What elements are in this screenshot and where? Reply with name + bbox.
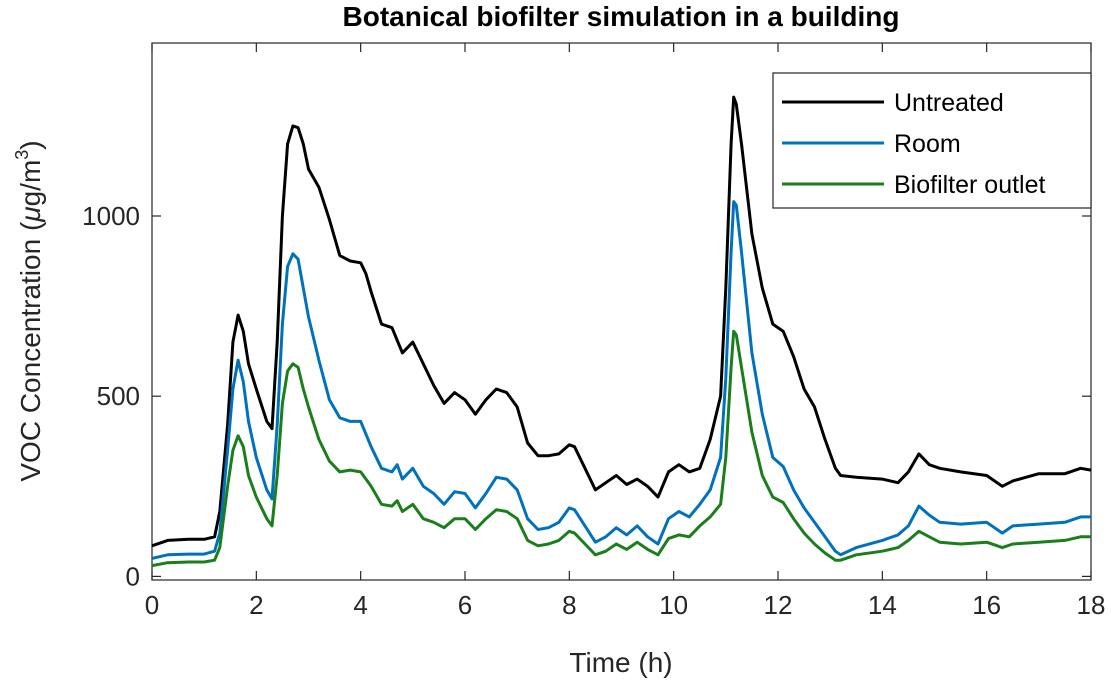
chart-title: Botanical biofilter simulation in a buil… [343, 1, 900, 32]
y-axis-label: VOC Concentration (μg/m3) [12, 140, 46, 481]
x-tick-label: 8 [562, 590, 576, 620]
legend-label-1: Room [894, 130, 961, 158]
x-tick-label: 12 [764, 590, 793, 620]
x-tick-label: 6 [458, 590, 472, 620]
series-line-0 [151, 95, 1092, 548]
series-line-2 [151, 329, 1091, 568]
y-tick-label: 1000 [82, 201, 140, 231]
legend: Untreated Room Biofilter outlet [772, 72, 1092, 209]
legend-label-0: Untreated [894, 89, 1004, 117]
y-tick-label: 0 [126, 561, 140, 591]
x-tick-label: 16 [972, 590, 1001, 620]
x-tick-label: 18 [1077, 590, 1106, 620]
x-tick-label: 2 [249, 590, 263, 620]
x-axis-label: Time (h) [569, 647, 672, 678]
x-tick-label: 14 [868, 590, 897, 620]
series-lines [151, 95, 1092, 568]
series-line-1 [151, 200, 1091, 560]
y-tick-label: 500 [97, 381, 140, 411]
x-tick-label: 4 [353, 590, 367, 620]
legend-label-2: Biofilter outlet [894, 171, 1046, 199]
x-tick-label: 10 [659, 590, 688, 620]
axis-ticks: 0 2 4 6 8 10 12 14 16 18 0 500 1000 [82, 43, 1105, 620]
x-tick-label: 0 [145, 590, 159, 620]
